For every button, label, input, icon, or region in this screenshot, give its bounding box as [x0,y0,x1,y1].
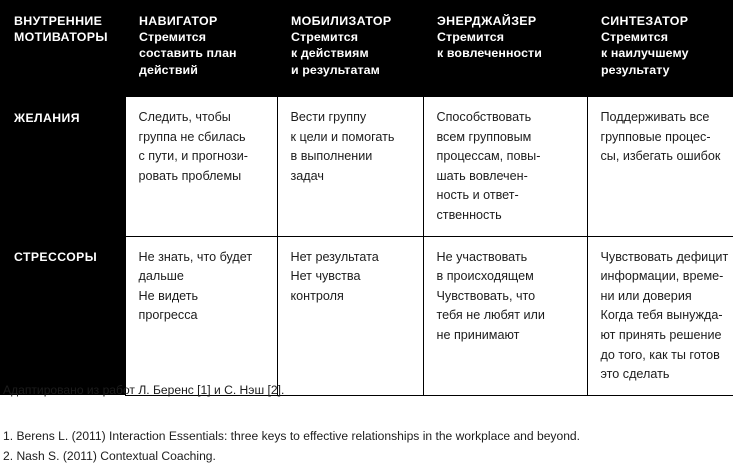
cell-line: не принимают [436,327,520,342]
column-subtitle-mobilizer-line-1: Стремится [291,30,359,45]
reference-item: 2. Nash S. (2011) Contextual Coaching. [3,449,216,463]
cell-line: с пути, и прогнози- [138,149,249,164]
column-title-navigator: НАВИГАТОР [139,14,218,28]
cell-line: процессам, повы- [436,149,541,164]
cell-line: прогресса [138,308,198,323]
column-header-navigator: НАВИГАТОР Стремится составить план дейст… [125,0,277,97]
cell-desires-synthesizer: Поддерживать все групповые процес- сы, и… [586,97,733,237]
cell-line: Нет результата [290,249,379,264]
cell-line: групповые процес- [600,129,711,144]
table-header-row: Внутренние мотиваторы НАВИГАТОР Стремитс… [0,0,733,97]
table-row-desires: ЖЕЛАНИЯ Следить, чтобы группа не сбилась… [0,97,733,237]
cell-line: Вести группу [290,110,367,124]
cell-line: ность и ответ- [436,188,519,203]
cell-line: Способствовать [436,110,532,124]
column-title-synthesizer: СИНТЕЗАТОР [601,14,689,28]
cell-line: Чувствовать дефицит [600,249,729,264]
cell-line: Поддерживать все [600,110,710,124]
column-title-mobilizer: МОБИЛИЗАТОР [291,14,392,28]
column-subtitle-mobilizer-line-2: к действиям [291,46,369,61]
cell-line: шать вовлечен- [436,168,528,183]
column-header-energizer: ЭНЕРДЖАЙЗЕР Стремится к вовлеченности [423,0,587,97]
footnotes-section: Адаптировано из работ Л. Беренс [1] и С.… [0,372,733,466]
cell-line: задач [290,168,324,183]
internal-motivators-table: Внутренние мотиваторы НАВИГАТОР Стремитс… [0,0,733,396]
cell-line: Не знать, что будет [138,249,253,264]
cell-line: всем групповым [436,129,532,144]
cell-line: к цели и помогать [290,129,395,144]
cell-line: сы, избегать ошибок [600,149,721,164]
cell-line: Нет чувства [290,269,361,284]
cell-line: ственность [436,207,502,222]
cell-desires-mobilizer: Вести группу к цели и помогать в выполне… [276,97,423,237]
cell-stressors-mobilizer: Нет результата Нет чувства контроля [276,236,423,396]
column-subtitle-energizer-line-2: к вовлеченности [437,46,542,61]
cell-line: дальше [138,269,184,284]
cell-line: в выполнении [290,149,373,164]
cell-line: в происходящем [436,269,534,284]
cell-line: Следить, чтобы [138,110,231,124]
cell-desires-energizer: Способствовать всем групповым процессам,… [422,97,587,237]
cell-line: ют принять решение [600,327,722,342]
cell-line: ровать проблемы [138,168,242,183]
cell-desires-navigator: Следить, чтобы группа не сбилась с пути,… [124,97,277,237]
column-subtitle-synthesizer-line-2: к наилучшему [601,46,689,61]
row-header-stressors: СТРЕССОРЫ [0,236,125,396]
reference-item: 1. Berens L. (2011) Interaction Essentia… [3,429,581,443]
column-subtitle-navigator-line-3: действий [139,62,198,77]
column-header-synthesizer: СИНТЕЗАТОР Стремится к наилучшему резуль… [587,0,733,97]
column-subtitle-navigator-line-1: Стремится [139,30,207,45]
column-subtitle-energizer-line-1: Стремится [437,30,505,45]
table-row-stressors: СТРЕССОРЫ Не знать, что будет дальше Не … [0,236,733,396]
cell-line: тебя не любят или [436,308,545,323]
cell-line: Не участвовать [436,249,528,264]
cell-stressors-navigator: Не знать, что будет дальше Не видеть про… [124,236,277,396]
stub-header-line-2: мотиваторы [14,30,108,45]
column-title-energizer: ЭНЕРДЖАЙЗЕР [437,14,537,28]
column-subtitle-synthesizer-line-3: результату [601,62,670,77]
reference-list: 1. Berens L. (2011) Interaction Essentia… [0,398,733,466]
cell-line: группа не сбилась [138,129,246,144]
cell-line: Когда тебя вынужда- [600,308,723,323]
cell-line: Не видеть [138,288,199,303]
table-corner-header: Внутренние мотиваторы [0,0,125,97]
adapted-from-note: Адаптировано из работ Л. Беренс [1] и С.… [3,383,285,397]
column-subtitle-navigator-line-2: составить план [139,46,237,61]
cell-line: это сделать [600,367,670,382]
cell-line: Чувствовать, что [436,288,536,303]
column-subtitle-synthesizer-line-1: Стремится [601,30,669,45]
stub-header-line-1: Внутренние [14,14,103,28]
column-subtitle-mobilizer-line-3: и результатам [291,62,380,77]
cell-line: до того, как ты готов [600,347,720,362]
row-label-stressors: СТРЕССОРЫ [14,250,98,265]
row-label-desires: ЖЕЛАНИЯ [14,111,80,125]
row-header-desires: ЖЕЛАНИЯ [0,97,125,237]
cell-line: ни или доверия [600,288,692,303]
cell-line: контроля [290,288,344,303]
cell-stressors-synthesizer: Чувствовать дефицит информации, време- н… [586,236,733,396]
cell-stressors-energizer: Не участвовать в происходящем Чувствоват… [422,236,587,396]
cell-line: информации, време- [600,269,724,284]
column-header-mobilizer: МОБИЛИЗАТОР Стремится к действиям и резу… [277,0,423,97]
